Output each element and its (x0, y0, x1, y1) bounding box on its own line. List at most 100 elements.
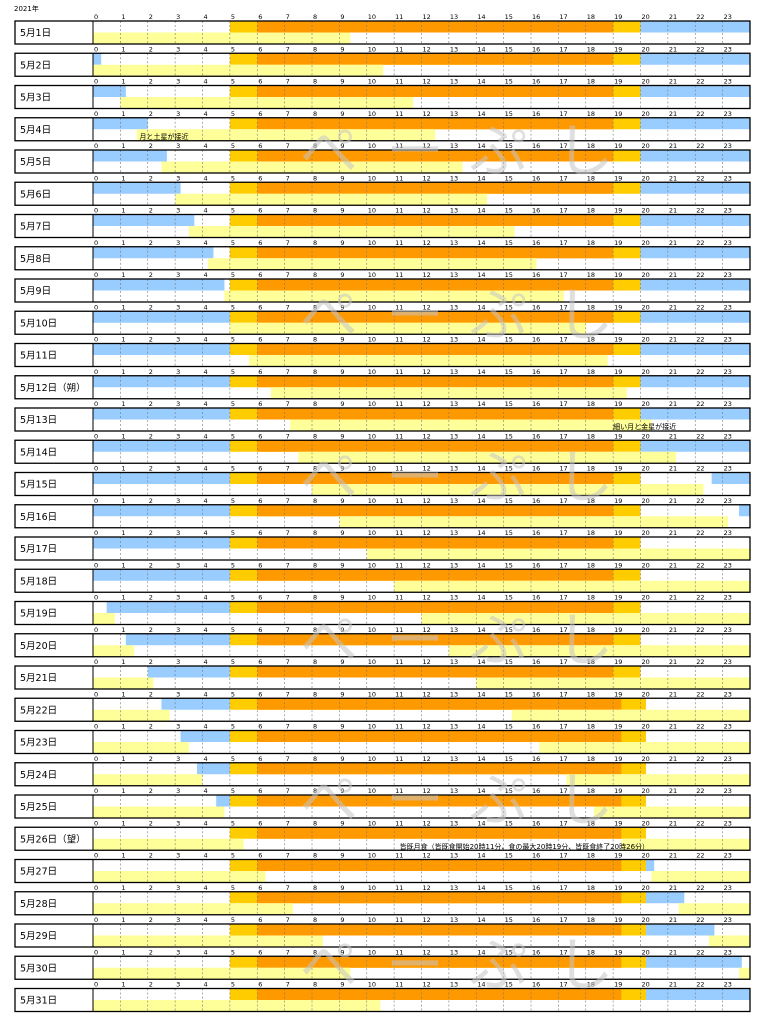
hour-tick-label: 23 (724, 497, 732, 505)
hour-tick-label: 1 (121, 465, 125, 473)
hour-tick-label: 5 (231, 948, 235, 956)
hour-tick-label: 2 (149, 45, 153, 53)
hour-tick-label: 14 (477, 690, 485, 698)
hour-tick-label: 20 (642, 368, 650, 376)
hour-tick-label: 22 (696, 336, 704, 344)
hour-tick-label: 5 (231, 497, 235, 505)
hour-tick-label: 9 (340, 174, 344, 182)
day-label: 5月2日 (20, 60, 51, 71)
hour-tick-label: 21 (669, 13, 677, 21)
hour-tick-label: 5 (231, 852, 235, 860)
moon-up-bar (645, 956, 742, 968)
hour-tick-label: 5 (231, 819, 235, 827)
hour-tick-label: 22 (696, 948, 704, 956)
hour-tick-label: 6 (258, 561, 262, 569)
hour-tick-label: 11 (395, 303, 403, 311)
hour-tick-label: 3 (176, 626, 180, 634)
hour-tick-label: 14 (477, 626, 485, 634)
row-frame (14, 375, 751, 400)
hour-tick-label: 22 (696, 561, 704, 569)
hour-tick-label: 9 (340, 142, 344, 150)
daylight-bar (257, 666, 614, 678)
moon-up-bar (161, 698, 230, 710)
hour-tick-label: 10 (368, 948, 376, 956)
row-frame (14, 52, 751, 77)
hour-tick-label: 12 (423, 658, 431, 666)
hour-tick-label: 7 (286, 884, 290, 892)
hour-tick-label: 14 (477, 852, 485, 860)
moon-up-bar (216, 795, 230, 807)
day-row: 0 1 2 3 4 5 6 7 8 9 10 11 12 13 14 15 16 17 18 19 20 21 22 235月… (14, 368, 751, 400)
hour-tick-label: 18 (587, 723, 595, 731)
hour-tick-label: 13 (450, 755, 458, 763)
hour-tick-label: 10 (368, 78, 376, 86)
hour-tick-label: 19 (614, 981, 622, 989)
hour-tick-label: 11 (395, 400, 403, 408)
hour-tick-label: 12 (423, 723, 431, 731)
hour-tick-label: 4 (204, 142, 208, 150)
day-label: 5月24日 (20, 770, 57, 781)
hour-tick-label: 11 (395, 981, 403, 989)
hour-tick-label: 23 (724, 142, 732, 150)
hour-tick-label: 3 (176, 174, 180, 182)
hour-tick-label: 12 (423, 626, 431, 634)
hour-tick-label: 6 (258, 529, 262, 537)
hour-tick-label: 13 (450, 626, 458, 634)
hour-tick-label: 2 (149, 594, 153, 602)
hour-tick-label: 13 (450, 432, 458, 440)
hour-tick-label: 20 (642, 497, 650, 505)
hour-tick-label: 6 (258, 884, 262, 892)
hour-tick-label: 21 (669, 45, 677, 53)
hour-tick-label: 10 (368, 13, 376, 21)
hour-tick-label: 2 (149, 336, 153, 344)
hour-tick-label: 2 (149, 755, 153, 763)
hour-tick-label: 2 (149, 948, 153, 956)
hour-tick-label: 20 (642, 303, 650, 311)
hour-tick-label: 8 (313, 981, 317, 989)
watermark-text: ぺーぷし (300, 931, 642, 999)
hour-tick-label: 10 (368, 207, 376, 215)
hour-tick-label: 15 (505, 690, 513, 698)
day-label: 5月10日 (20, 318, 57, 329)
hour-tick-label: 0 (94, 690, 98, 698)
hour-tick-label: 5 (231, 755, 235, 763)
daylight-bar (257, 795, 622, 807)
daylight-bar (257, 117, 614, 130)
moon-up-bar (93, 440, 230, 452)
hour-tick-label: 3 (176, 529, 180, 537)
hour-tick-label: 13 (450, 174, 458, 182)
hour-tick-label: 18 (587, 336, 595, 344)
day-label: 5月16日 (20, 512, 57, 523)
day-label: 5月15日 (20, 480, 57, 491)
hour-tick-label: 22 (696, 432, 704, 440)
hour-tick-label: 19 (614, 432, 622, 440)
hour-tick-label: 16 (532, 852, 540, 860)
hour-tick-label: 17 (559, 948, 567, 956)
hour-tick-label: 6 (258, 207, 262, 215)
day-row: 0 1 2 3 4 5 6 7 8 9 10 11 12 13 14 15 16 17 18 19 20 21 22 235月… (14, 626, 751, 658)
hour-tick-label: 5 (231, 561, 235, 569)
hour-tick-label: 12 (423, 465, 431, 473)
watermark-text: ぺーぷし (300, 281, 642, 349)
hour-tick-label: 14 (477, 271, 485, 279)
hour-tick-label: 23 (724, 78, 732, 86)
daylight-bar (257, 21, 614, 33)
hour-tick-label: 6 (258, 690, 262, 698)
hour-tick-label: 18 (587, 787, 595, 795)
hour-tick-label: 19 (614, 110, 622, 118)
hour-tick-label: 2 (149, 884, 153, 892)
hour-tick-label: 16 (532, 142, 540, 150)
hour-tick-label: 17 (559, 465, 567, 473)
hour-tick-label: 14 (477, 78, 485, 86)
hour-tick-label: 4 (204, 465, 208, 473)
hour-tick-label: 0 (94, 239, 98, 247)
hour-tick-label: 8 (313, 45, 317, 53)
hour-tick-label: 14 (477, 787, 485, 795)
hour-tick-label: 11 (395, 336, 403, 344)
hour-tick-label: 13 (450, 916, 458, 924)
hour-tick-label: 8 (313, 271, 317, 279)
hour-tick-label: 13 (450, 142, 458, 150)
moon-above-horizon-bar (298, 451, 677, 464)
day-row: 0 1 2 3 4 5 6 7 8 9 10 11 12 13 14 15 16 17 18 19 20 21 22 235月… (14, 432, 751, 464)
hour-tick-label: 10 (368, 271, 376, 279)
